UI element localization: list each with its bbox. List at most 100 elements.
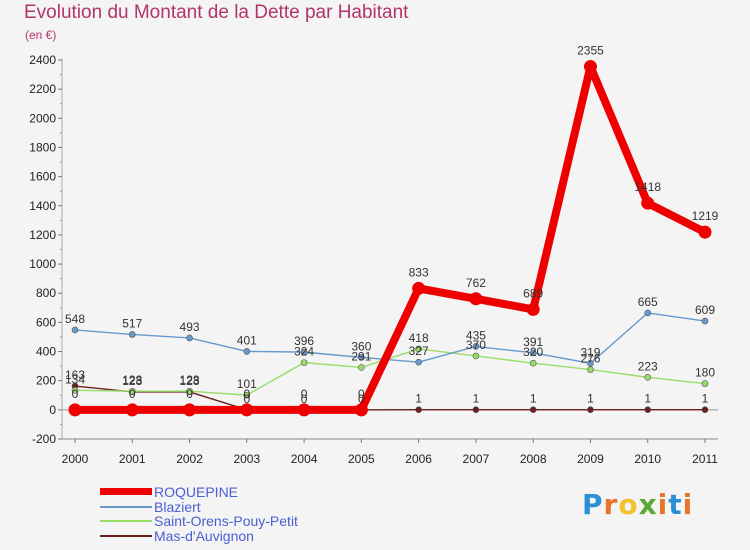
x-tick-label: 2006: [405, 452, 432, 466]
x-tick-label: 2003: [233, 452, 260, 466]
data-label-roquepine: 689: [523, 286, 543, 300]
data-label-roquepine: 0: [129, 387, 136, 401]
series-point-blaziert: [529, 349, 537, 357]
chart-unit: (en €): [25, 28, 57, 42]
y-tick-label: -200: [32, 432, 56, 446]
data-label-roquepine: 0: [301, 387, 308, 401]
data-label-saint-orens-pouy-petit: 223: [638, 359, 658, 373]
legend-swatch-blaziert: [100, 505, 152, 508]
x-tick-label: 2011: [692, 452, 718, 466]
data-label-mas-d-auvignon: 1: [587, 392, 594, 406]
data-label-roquepine: 0: [358, 387, 365, 401]
data-label-saint-orens-pouy-petit: 291: [351, 349, 371, 363]
data-label-mas-d-auvignon: 1: [644, 392, 651, 406]
data-label-blaziert: 391: [523, 335, 543, 349]
series-point-blaziert: [300, 348, 308, 356]
series-point-roquepine: [583, 60, 597, 74]
data-label-roquepine: 0: [243, 387, 250, 401]
series-point-blaziert: [415, 358, 422, 366]
axes: -200020040060080010001200140016001800200…: [29, 53, 718, 466]
series-point-saint-orens-pouy-petit: [587, 366, 594, 373]
series-point-mas-d-auvignon: [587, 406, 594, 414]
data-label-saint-orens-pouy-petit: 370: [466, 338, 486, 352]
series-point-roquepine: [240, 403, 254, 417]
data-label-blaziert: 517: [122, 316, 142, 330]
series-point-blaziert: [587, 360, 594, 367]
y-tick-label: 2000: [29, 111, 56, 125]
series-point-roquepine: [412, 281, 426, 295]
series-line-roquepine: [71, 62, 709, 414]
series-point-saint-orens-pouy-petit: [128, 387, 136, 395]
data-label-roquepine: 0: [186, 387, 193, 401]
legend-swatch-roquepine: [100, 488, 152, 495]
series-point-roquepine: [698, 225, 712, 239]
brand-letter: x: [638, 488, 658, 521]
legend-label-roquepine: ROQUEPINE: [154, 484, 239, 500]
data-label-mas-d-auvignon: 0: [243, 392, 250, 406]
series-point-saint-orens-pouy-petit: [529, 359, 537, 367]
series-point-roquepine: [68, 403, 82, 417]
data-label-blaziert: 609: [695, 303, 715, 317]
series-point-mas-d-auvignon: [415, 406, 422, 414]
series-point-blaziert: [644, 309, 652, 317]
y-tick-label: 200: [36, 374, 56, 388]
series-point-saint-orens-pouy-petit: [415, 345, 422, 353]
x-tick-label: 2010: [634, 452, 661, 466]
y-tick-label: 1200: [29, 228, 56, 242]
series-line-blaziert: [74, 312, 706, 365]
series-point-roquepine: [125, 403, 139, 417]
series-point-blaziert: [701, 317, 709, 325]
y-tick-label: 2400: [29, 53, 56, 67]
series-point-saint-orens-pouy-petit: [186, 387, 193, 395]
series-point-roquepine: [469, 292, 483, 306]
x-tick-label: 2009: [577, 452, 604, 466]
data-label-mas-d-auvignon: 1: [415, 392, 422, 406]
brand-letter: o: [618, 488, 639, 521]
y-tick-label: 1000: [29, 257, 56, 271]
data-label-saint-orens-pouy-petit: 320: [523, 345, 543, 359]
data-label-roquepine: 0: [72, 387, 79, 401]
y-tick-label: 0: [49, 403, 56, 417]
x-tick-label: 2007: [463, 452, 490, 466]
data-label-saint-orens-pouy-petit: 128: [180, 373, 200, 387]
data-label-blaziert: 327: [409, 344, 429, 358]
series-point-roquepine: [641, 196, 655, 210]
series-point-saint-orens-pouy-petit: [243, 391, 251, 399]
y-tick-label: 1600: [29, 170, 56, 184]
y-tick-label: 800: [36, 286, 56, 300]
data-label-roquepine: 1418: [634, 180, 661, 194]
series-point-blaziert: [358, 354, 365, 361]
legend-swatch-mas-d-auvignon: [100, 534, 152, 537]
series-point-saint-orens-pouy-petit: [71, 387, 79, 394]
data-label-mas-d-auvignon: 1: [530, 392, 537, 406]
chart-title: Evolution du Montant de la Dette par Hab…: [24, 2, 409, 23]
x-tick-label: 2008: [520, 452, 547, 466]
series-point-mas-d-auvignon: [644, 406, 652, 414]
data-label-mas-d-auvignon: 1: [473, 392, 480, 406]
legend-label-saint-orens: Saint-Orens-Pouy-Petit: [154, 513, 298, 529]
brand-letter: r: [603, 488, 619, 521]
x-tick-label: 2000: [62, 452, 89, 466]
data-label-blaziert: 401: [237, 333, 257, 347]
data-label-blaziert: 665: [638, 295, 658, 309]
data-label-saint-orens-pouy-petit: 134: [65, 372, 85, 386]
data-label-saint-orens-pouy-petit: 128: [122, 373, 142, 387]
data-label-mas-d-auvignon: 163: [65, 368, 85, 382]
y-tick-label: 1400: [29, 199, 56, 213]
data-label-blaziert: 319: [580, 345, 600, 359]
brand-letter: i: [657, 488, 669, 521]
series-point-blaziert: [186, 334, 193, 342]
series-point-blaziert: [71, 326, 79, 334]
legend-swatch-saint-orens: [100, 520, 152, 522]
proxiti-logo: Proxiti: [582, 488, 693, 521]
series-layer: [68, 60, 712, 417]
data-label-saint-orens-pouy-petit: 276: [580, 352, 600, 366]
y-tick-label: 600: [36, 315, 56, 329]
brand-letter: t: [668, 488, 683, 521]
series-point-saint-orens-pouy-petit: [644, 374, 652, 381]
data-label-roquepine: 2355: [577, 44, 604, 58]
brand-letter: i: [682, 488, 694, 521]
y-tick-label: 1800: [29, 140, 56, 154]
brand-letter: P: [582, 488, 604, 521]
data-label-blaziert: 360: [351, 339, 371, 353]
